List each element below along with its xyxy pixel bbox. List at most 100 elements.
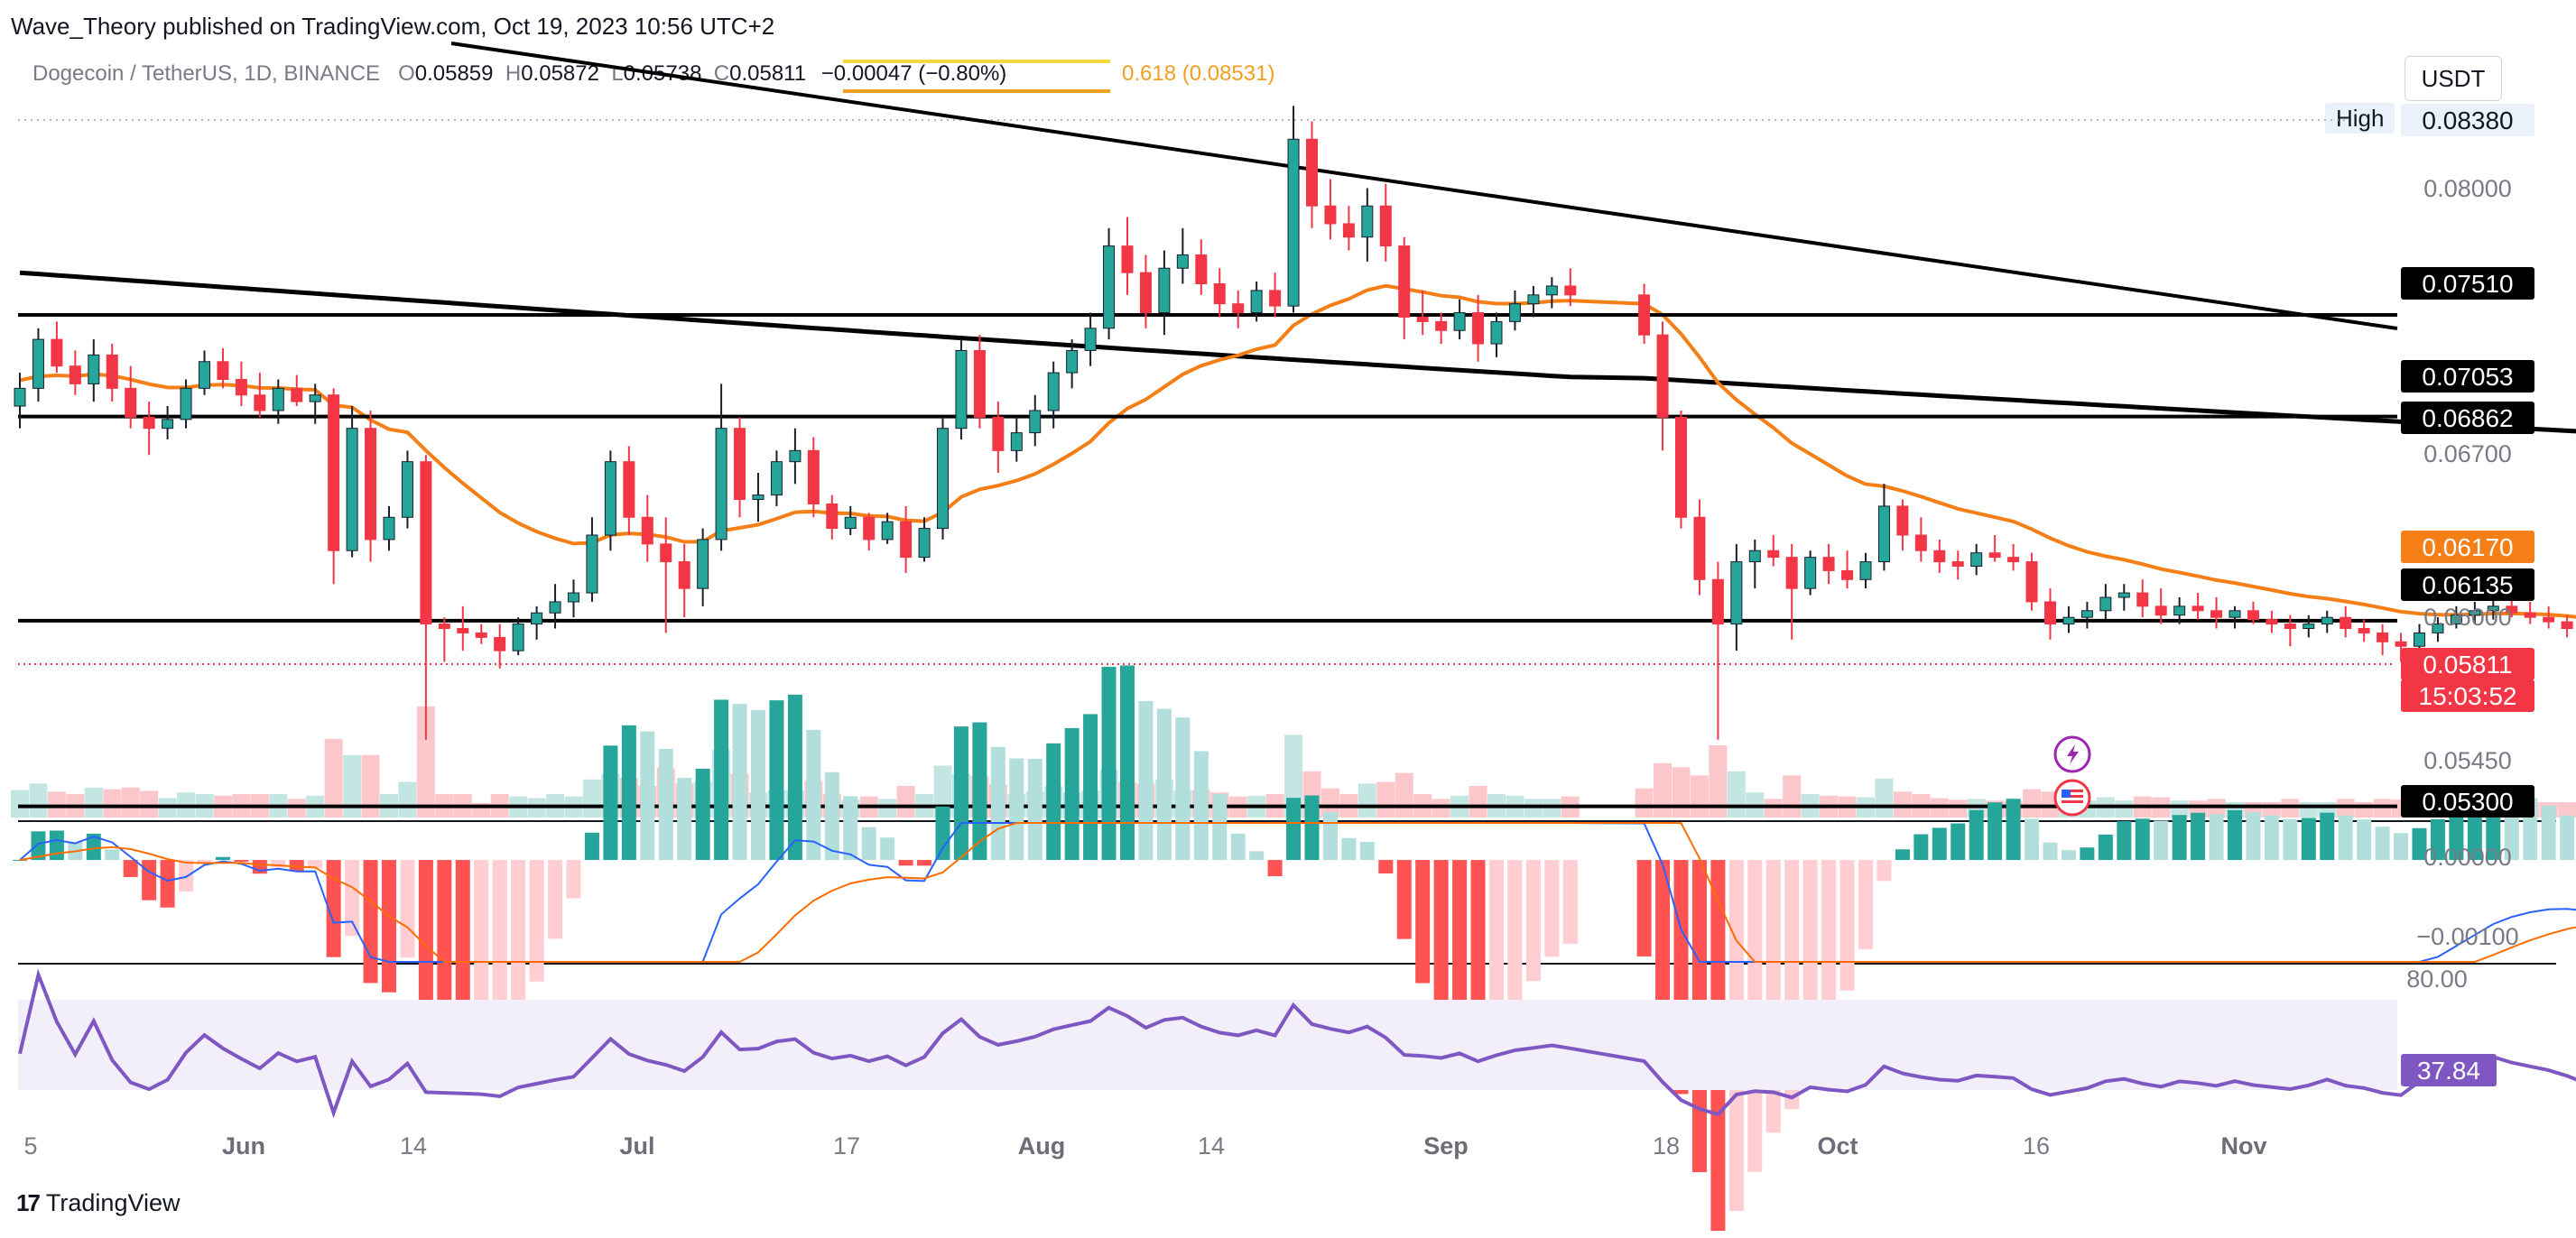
candle	[2025, 552, 2038, 611]
volume-bar	[11, 790, 29, 818]
candle	[2561, 614, 2573, 638]
candle	[457, 605, 469, 651]
us-flag-event-icon[interactable]	[2053, 779, 2091, 817]
macd-histogram-bar	[640, 731, 655, 861]
macd-axis-label: −0.00100	[2416, 923, 2518, 950]
svg-text:0.05811: 0.05811	[2423, 651, 2512, 679]
candle	[1638, 283, 1651, 345]
open-label: O	[398, 61, 415, 86]
time-axis-label: Aug	[1018, 1132, 1065, 1159]
candle	[2450, 605, 2462, 629]
currency-selector[interactable]: USDT	[2405, 56, 2502, 101]
candle	[1121, 217, 1134, 295]
time-axis[interactable]: 5 Jun 14 Jul 17 Aug 14 Sep 18 Oct 16 Nov	[23, 1132, 2266, 1159]
volume-bar	[2299, 802, 2318, 818]
candle	[973, 335, 986, 429]
candle	[678, 543, 690, 618]
macd-histogram-bar	[1341, 837, 1357, 861]
volume-bar	[1284, 734, 1303, 818]
candle	[494, 624, 506, 669]
candle	[2044, 588, 2056, 640]
macd-histogram-bar	[584, 832, 599, 861]
candle	[1656, 321, 1669, 451]
symbol-name[interactable]: Dogecoin / TetherUS, 1D, BINANCE	[32, 61, 381, 86]
candle	[826, 494, 839, 540]
candle	[346, 406, 358, 558]
price-tag: 0.05811	[2401, 648, 2534, 680]
rsi-axis-label: 80.00	[2406, 965, 2468, 993]
volume-bar	[2170, 800, 2189, 818]
macd-histogram-bar	[2098, 834, 2113, 861]
candle	[475, 624, 487, 644]
candle	[2303, 614, 2315, 638]
macd-histogram-bar	[1433, 860, 1449, 1014]
macd-histogram-bar	[234, 860, 249, 863]
macd-histogram-bar	[271, 860, 286, 868]
candle	[918, 517, 931, 562]
macd-histogram-bar	[1489, 860, 1504, 1027]
candle	[641, 494, 653, 562]
candle	[1951, 550, 1964, 580]
candle	[420, 455, 432, 740]
lightning-icon[interactable]	[2053, 735, 2091, 773]
macd-histogram-bar	[1101, 667, 1117, 861]
candle	[568, 579, 579, 618]
macd-histogram-bar	[1452, 860, 1468, 1019]
volume-bar	[1395, 772, 1413, 818]
svg-text:0.06170: 0.06170	[2422, 533, 2513, 561]
macd-histogram-bar	[2172, 815, 2187, 861]
macd-histogram-bar	[215, 856, 230, 861]
price-axis-label: 0.05450	[2423, 747, 2512, 774]
macd-histogram-bar	[2541, 805, 2556, 861]
candle	[660, 517, 672, 633]
macd-histogram-bar	[1562, 860, 1578, 944]
macd-histogram-bar	[1895, 849, 1910, 861]
publisher-credit: Wave_Theory published on TradingView.com…	[11, 13, 775, 40]
volume-bar	[1893, 791, 1912, 818]
macd-histogram-bar	[1249, 851, 1265, 861]
tradingview-logo[interactable]: 17 TradingView	[16, 1189, 181, 1217]
macd-histogram-bar	[382, 860, 396, 993]
volume-bar	[1635, 788, 1654, 818]
price-tag: 0.05300	[2401, 785, 2534, 818]
candle	[2377, 624, 2389, 656]
candle	[789, 428, 802, 485]
macd-histogram-bar	[2338, 815, 2353, 861]
svg-text:37.84: 37.84	[2417, 1057, 2480, 1085]
volume-bar	[140, 790, 159, 818]
macd-histogram-bar	[326, 860, 341, 957]
candle	[1527, 285, 1540, 318]
macd-histogram-bar	[123, 860, 138, 877]
candle	[937, 417, 949, 540]
candle	[2247, 601, 2259, 624]
descending-trendline[interactable]	[450, 42, 2398, 330]
candle	[770, 450, 783, 506]
candle	[180, 379, 192, 429]
macd-histogram-bar	[1839, 860, 1855, 991]
volume-bar	[361, 754, 380, 818]
candle	[438, 617, 450, 662]
candle	[51, 321, 63, 374]
rsi-band	[18, 1000, 2397, 1090]
time-axis-label: 17	[833, 1132, 860, 1159]
price-axis[interactable]: 0.08000 0.06700 0.06000 0.05450 0.08380 0.075…	[2401, 104, 2534, 1086]
macd-histogram-bar	[1821, 860, 1837, 1022]
macd-histogram-bar	[1951, 823, 1966, 861]
macd-histogram-bar	[824, 771, 839, 861]
candle	[328, 388, 340, 585]
volume-bar	[416, 706, 435, 818]
candle	[2154, 588, 2167, 624]
candle	[106, 344, 118, 402]
candle	[1490, 312, 1503, 357]
macd-histogram-bar	[2283, 818, 2298, 861]
candle	[512, 617, 524, 656]
candle	[1139, 254, 1152, 328]
volume-bar	[2558, 802, 2576, 818]
rsi-line	[18, 968, 2576, 1119]
macd-histogram-bar	[2209, 814, 2224, 861]
macd-histogram-bar	[1064, 727, 1080, 861]
high-value: 0.05872	[521, 61, 599, 86]
macd-histogram-bar	[714, 699, 729, 861]
candle	[1748, 539, 1761, 589]
